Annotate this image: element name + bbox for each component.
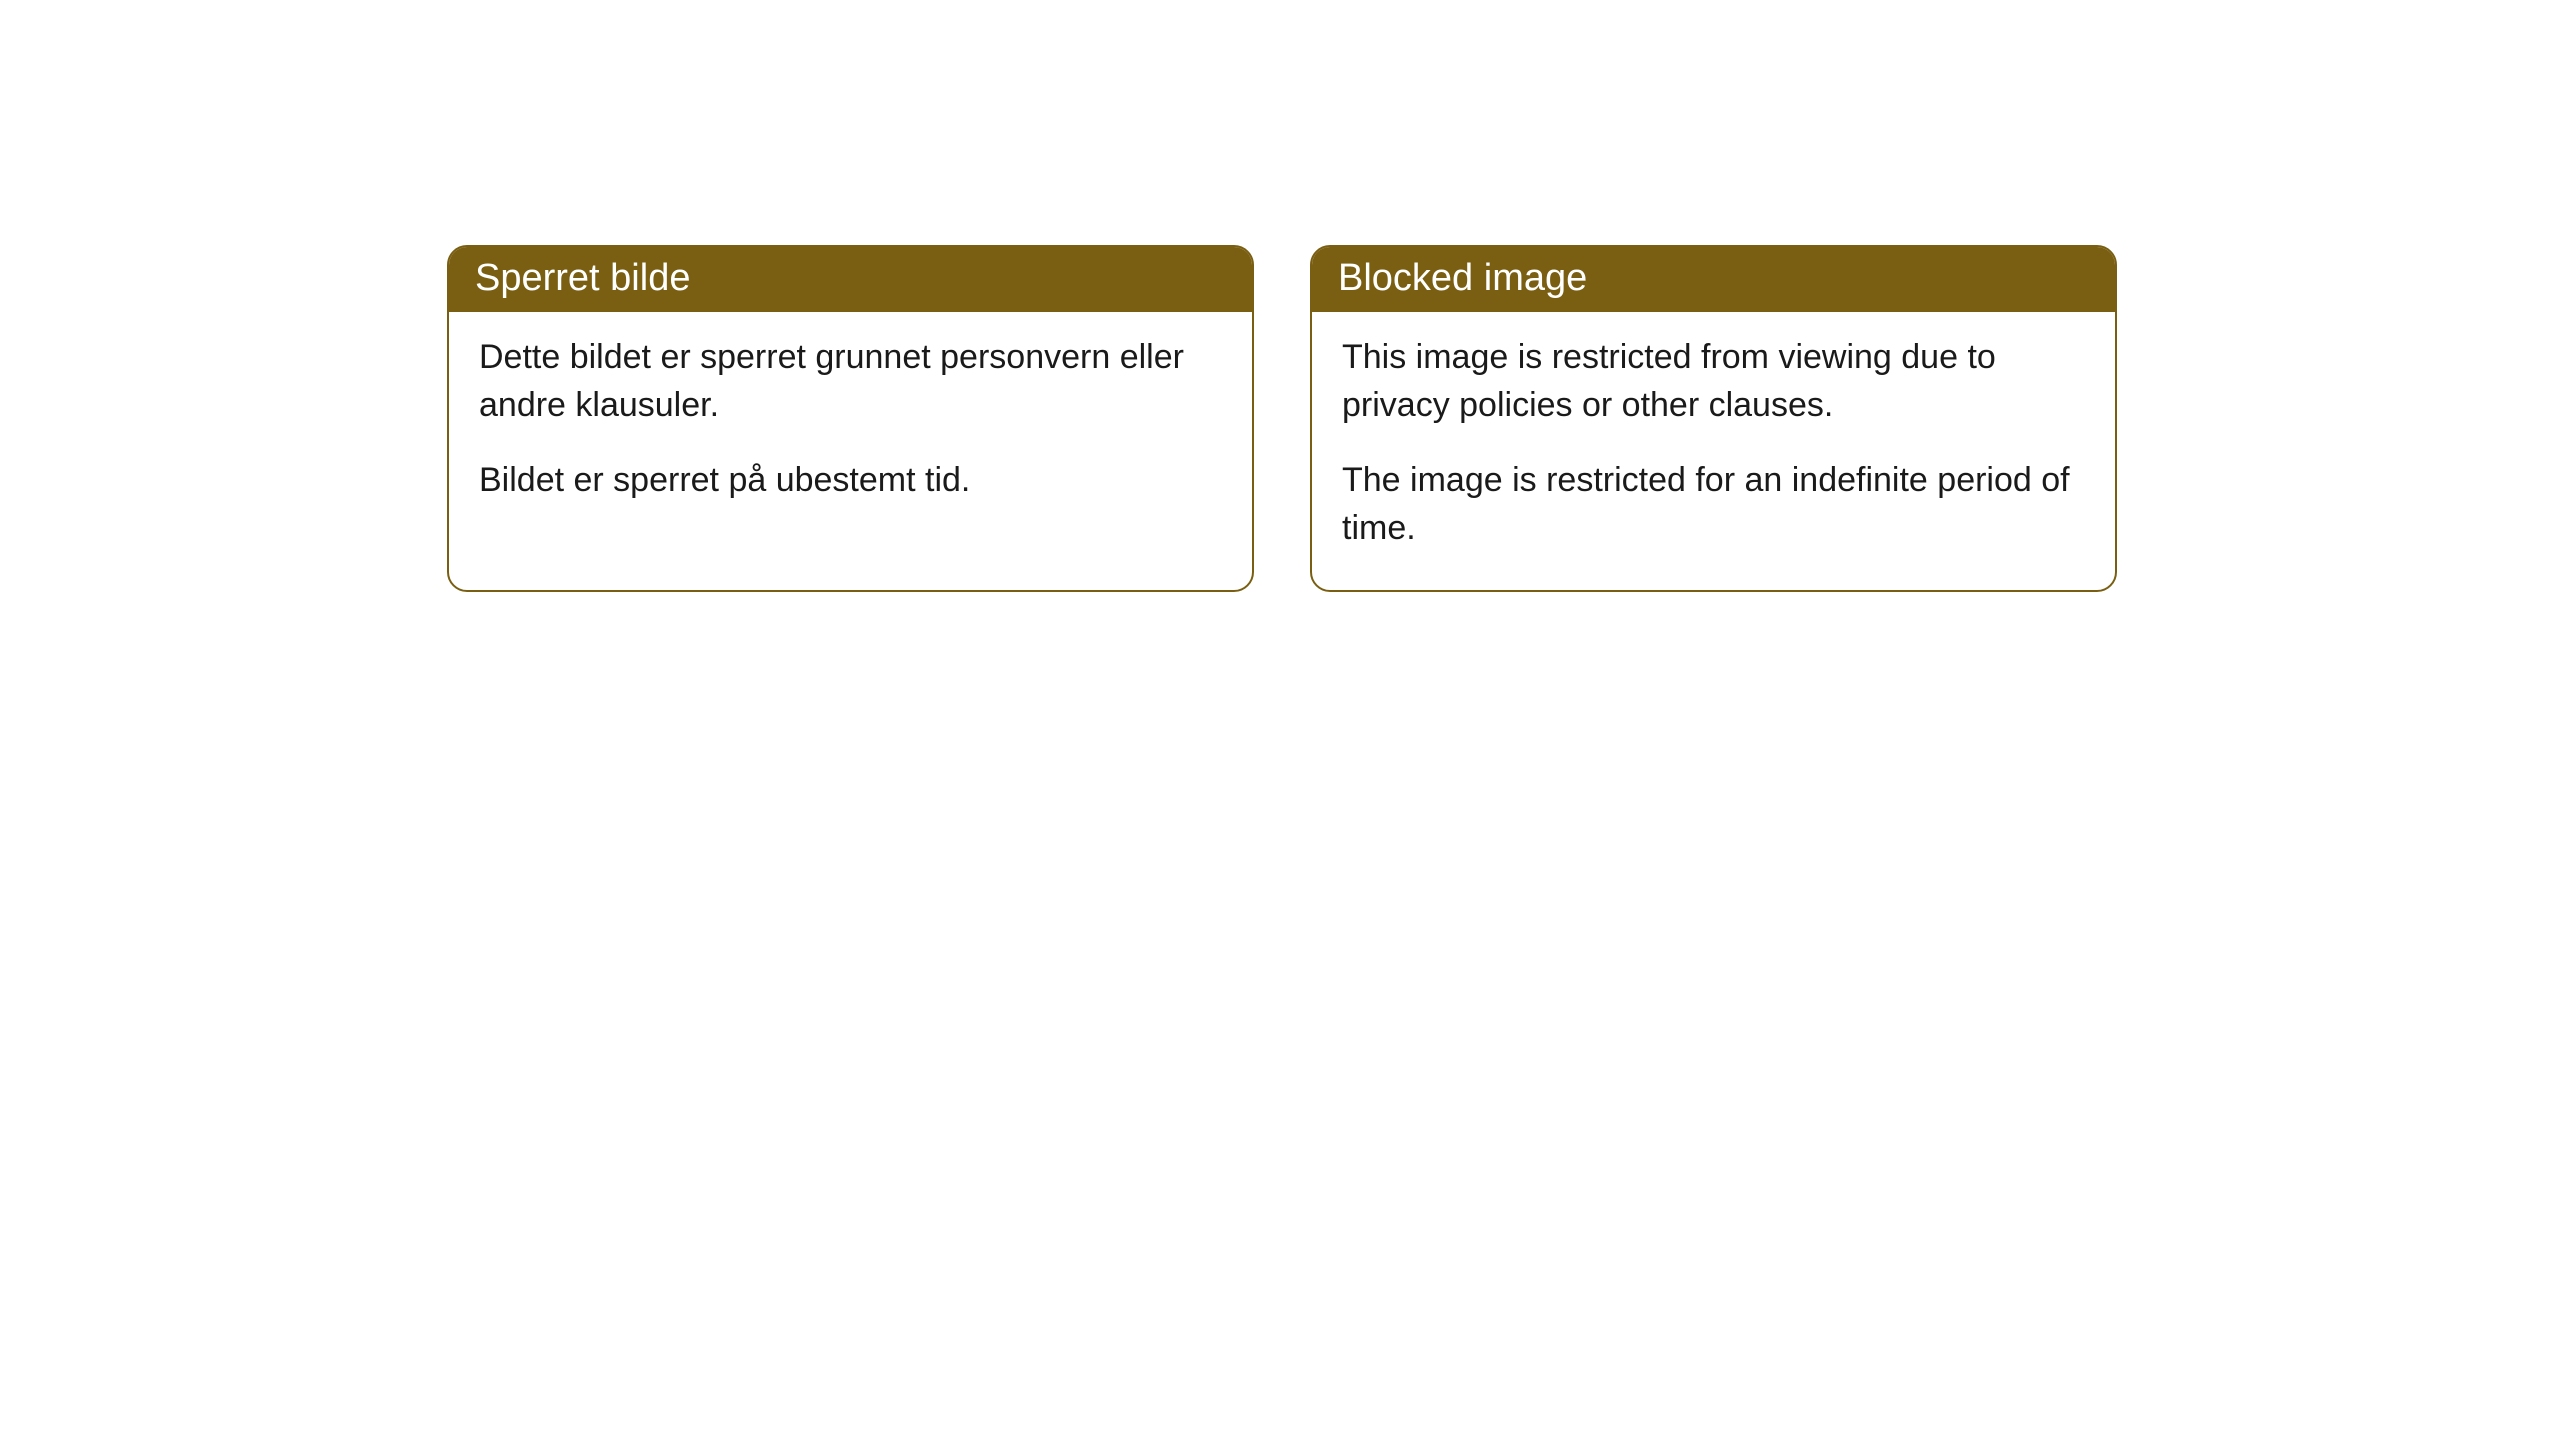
card-text-english-2: The image is restricted for an indefinit… (1342, 457, 2085, 552)
card-body-english: This image is restricted from viewing du… (1312, 312, 2115, 590)
card-norwegian: Sperret bilde Dette bildet er sperret gr… (447, 245, 1254, 592)
card-english: Blocked image This image is restricted f… (1310, 245, 2117, 592)
cards-container: Sperret bilde Dette bildet er sperret gr… (0, 0, 2560, 592)
card-text-norwegian-2: Bildet er sperret på ubestemt tid. (479, 457, 1222, 505)
card-header-english: Blocked image (1312, 247, 2115, 312)
card-text-english-1: This image is restricted from viewing du… (1342, 334, 2085, 429)
card-text-norwegian-1: Dette bildet er sperret grunnet personve… (479, 334, 1222, 429)
card-header-norwegian: Sperret bilde (449, 247, 1252, 312)
card-body-norwegian: Dette bildet er sperret grunnet personve… (449, 312, 1252, 543)
